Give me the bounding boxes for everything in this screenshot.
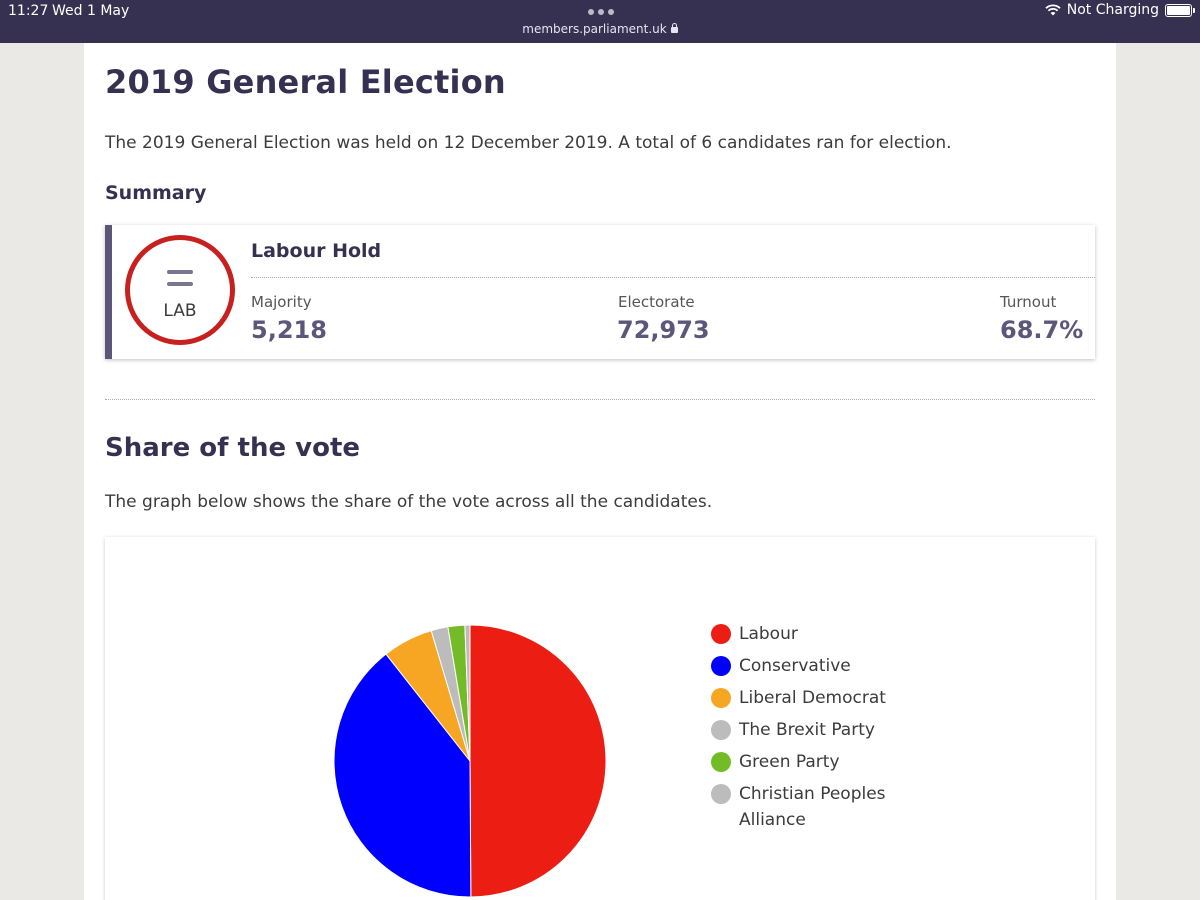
legend-item[interactable]: Green Party [711, 749, 901, 775]
legend-item[interactable]: Christian Peoples Alliance [711, 781, 901, 833]
page-content: 2019 General Election The 2019 General E… [84, 43, 1116, 900]
legend-label: Liberal Democrat [739, 688, 886, 708]
legend-item[interactable]: The Brexit Party [711, 717, 901, 743]
result-summary-card: LAB Labour Hold Majority 5,218 Electorat… [105, 225, 1095, 359]
multitask-dots-icon[interactable] [588, 9, 614, 15]
chart-legend: Labour Conservative Liberal Democrat The Br… [711, 621, 901, 839]
legend-swatch [711, 720, 731, 740]
electorate-label: Electorate [618, 293, 695, 311]
status-date: Wed 1 May [52, 3, 130, 19]
status-right: Not Charging [1045, 2, 1195, 18]
legend-swatch [711, 784, 731, 804]
party-badge: LAB [125, 235, 235, 345]
legend-item[interactable]: Labour [711, 621, 901, 647]
result-title: Labour Hold [251, 240, 382, 262]
wifi-icon [1045, 4, 1061, 16]
majority-value: 5,218 [251, 316, 327, 344]
legend-swatch [711, 752, 731, 772]
legend-swatch [711, 656, 731, 676]
legend-item[interactable]: Conservative [711, 653, 901, 679]
lock-icon [670, 23, 678, 33]
address-bar[interactable]: members.parliament.uk [0, 22, 1200, 36]
battery-icon [1165, 3, 1195, 17]
legend-swatch [711, 624, 731, 644]
share-heading: Share of the vote [105, 433, 361, 463]
pie-slice-conservative[interactable] [333, 653, 472, 898]
election-intro: The 2019 General Election was held on 12… [105, 133, 952, 153]
pie-slice-labour[interactable] [469, 624, 607, 898]
card-divider [251, 277, 1095, 278]
vote-share-chart: Labour Conservative Liberal Democrat The Br… [105, 537, 1095, 900]
summary-heading: Summary [105, 182, 207, 204]
charging-status: Not Charging [1066, 2, 1159, 18]
legend-swatch [711, 688, 731, 708]
electorate-value: 72,973 [617, 316, 710, 344]
status-time: 11:27 [8, 3, 49, 19]
share-intro: The graph below shows the share of the v… [105, 492, 713, 512]
section-divider [105, 399, 1095, 400]
pie-chart [333, 624, 607, 898]
pie-slice-christian-peoples-alliance[interactable] [464, 624, 471, 762]
page-title: 2019 General Election [105, 63, 506, 101]
legend-label: Conservative [739, 656, 851, 676]
ios-status-bar: 11:27 Wed 1 May members.parliament.uk No… [0, 0, 1200, 43]
legend-label: Green Party [739, 752, 840, 772]
turnout-value: 68.7% [1000, 316, 1084, 344]
party-abbreviation: LAB [163, 301, 197, 321]
equals-hold-icon [167, 270, 193, 294]
legend-label: Labour [739, 624, 798, 644]
majority-label: Majority [251, 293, 312, 311]
legend-label: Christian Peoples Alliance [739, 784, 886, 830]
url-text: members.parliament.uk [522, 22, 667, 36]
turnout-label: Turnout [1000, 293, 1057, 311]
legend-item[interactable]: Liberal Democrat [711, 685, 901, 711]
legend-label: The Brexit Party [739, 720, 875, 740]
